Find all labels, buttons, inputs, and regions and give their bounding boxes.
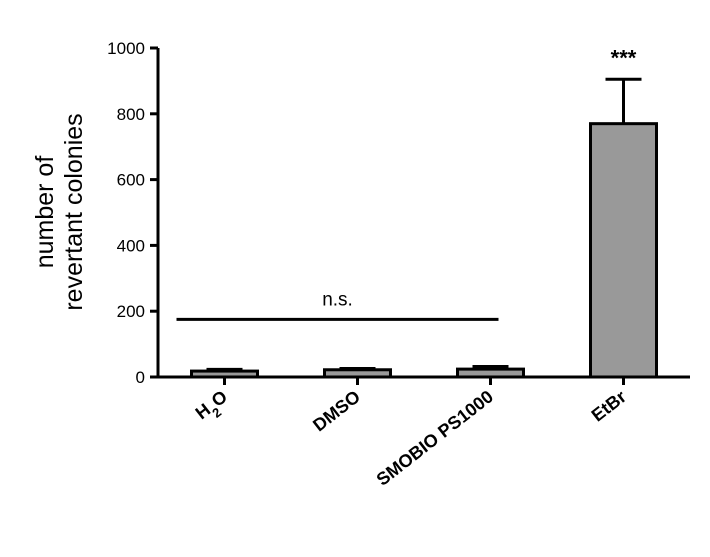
annotations: n.s. *** [176, 45, 637, 321]
y-tick-label: 400 [117, 236, 145, 255]
x-tick-labels: H2O DMSO SMOBIO PS1000 EtBr [192, 386, 630, 489]
x-tick-label: H2O [192, 386, 235, 428]
y-tick-label: 800 [117, 105, 145, 124]
x-tick-label: SMOBIO PS1000 [373, 386, 497, 489]
bar [190, 369, 259, 379]
x-tick-label: DMSO [309, 386, 364, 435]
y-tick-label: 200 [117, 302, 145, 321]
bar [456, 367, 525, 379]
significance-stars: *** [611, 45, 637, 70]
y-tick-label: 600 [117, 171, 145, 190]
error-bars [206, 77, 642, 385]
y-tick-label: 1000 [107, 39, 145, 58]
y-tick-label: 0 [136, 368, 145, 387]
y-ticks: 0 200 400 600 800 1000 [107, 39, 158, 387]
bar [323, 368, 392, 379]
bar [589, 122, 658, 379]
bars [190, 122, 658, 379]
significance-label: n.s. [322, 289, 353, 310]
y-axis-label-line-1: number of [31, 156, 59, 269]
x-tick-label: EtBr [588, 386, 630, 425]
y-axis-label-line-2: revertant colonies [60, 113, 88, 310]
y-axis-label: number of revertant colonies [31, 113, 88, 310]
